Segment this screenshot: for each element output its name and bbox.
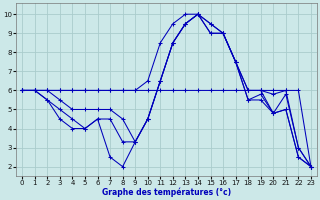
- X-axis label: Graphe des températures (°c): Graphe des températures (°c): [102, 188, 231, 197]
